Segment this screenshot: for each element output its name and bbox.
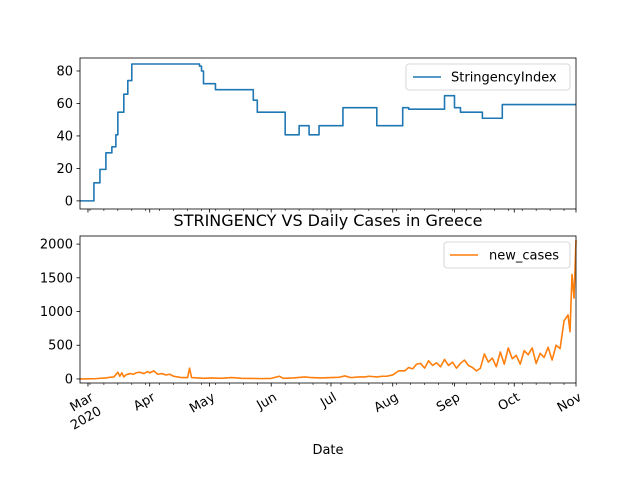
- stringency-legend-label: StringencyIndex: [451, 71, 557, 86]
- stringency-line: [80, 63, 576, 202]
- stringency-legend: StringencyIndex: [405, 63, 571, 91]
- new-cases-y-tick-label: 2000: [40, 238, 73, 253]
- stringency-ticks: 0 20 40 60 80: [56, 64, 577, 213]
- new-cases-legend-label: new_cases: [489, 249, 559, 264]
- stringency-y-tick-label: 60: [56, 97, 73, 112]
- stringency-y-tick-label: 80: [56, 64, 73, 79]
- chart-title: STRINGENCY VS Daily Cases in Greece: [174, 211, 483, 230]
- new-cases-legend-box: [443, 241, 571, 269]
- new-cases-line: [79, 240, 577, 380]
- stringency-y-tick-label: 0: [65, 194, 73, 209]
- new-cases-y-tick-label: 1500: [40, 271, 73, 286]
- stringency-legend-box: [405, 63, 571, 91]
- x-axis-label: Date: [312, 443, 343, 458]
- new-cases-y-tick-label: 1000: [40, 305, 73, 320]
- stringency-frame: [79, 57, 577, 210]
- new-cases-y-tick-label: 0: [65, 372, 73, 387]
- new-cases-y-tick-label: 500: [48, 339, 73, 354]
- new-cases-ticks: 0 500 1000 1500 2000: [40, 238, 577, 387]
- new-cases-legend: new_cases: [443, 241, 571, 269]
- x-tick-label-jul: Jul: [317, 390, 339, 411]
- stringency-y-tick-label: 20: [56, 162, 73, 177]
- stringency-y-tick-label: 40: [56, 129, 73, 144]
- new-cases-frame: [79, 235, 577, 384]
- stringency-subplot: 0 20 40 60 80 StringencyIndex: [56, 57, 577, 213]
